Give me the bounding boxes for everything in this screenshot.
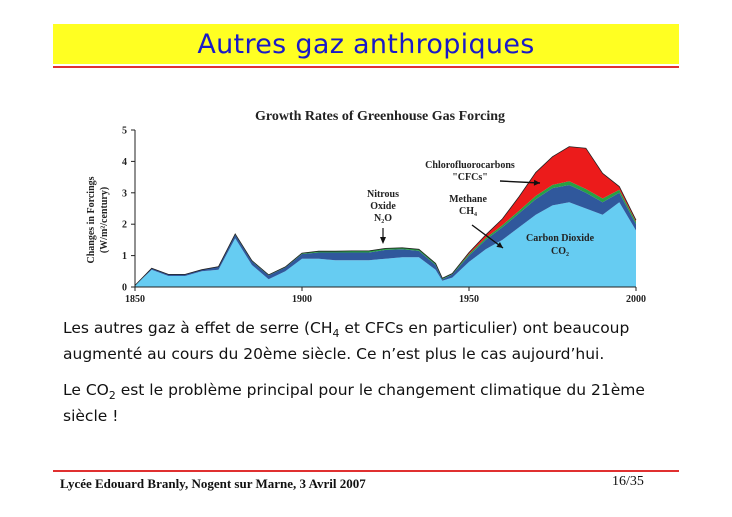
- y-axis-label-line1: Changes in Forcings: [86, 176, 97, 263]
- annotation-co2: Carbon Dioxide CO₂: [526, 233, 595, 257]
- arrow-head: [496, 242, 503, 248]
- y-tick-label: 3: [122, 188, 127, 199]
- annotation-line: Nitrous: [367, 189, 399, 200]
- page-number: 16/35: [612, 474, 644, 489]
- arrow-head: [380, 237, 386, 244]
- para2-text-a: Le CO: [63, 381, 109, 399]
- annotation-arrow: [499, 180, 541, 184]
- para1-subscript: 4: [332, 327, 340, 341]
- x-tick-label: 1950: [459, 294, 479, 305]
- title-band: Autres gaz anthropiques: [53, 24, 679, 64]
- annotation-line: N₂O: [374, 213, 392, 224]
- y-tick-label: 1: [122, 251, 127, 262]
- annotation-line: "CFCs": [452, 172, 488, 183]
- annotation-line: Methane: [449, 194, 487, 205]
- forcing-chart: Growth Rates of Greenhouse Gas Forcing C…: [86, 109, 646, 305]
- paragraph-other-gases: Les autres gaz à effet de serre (CH4 et …: [63, 318, 683, 365]
- annotation-line: Carbon Dioxide: [526, 233, 595, 244]
- area-cfcs: [135, 146, 636, 286]
- footer-institution: Lycée Edouard Branly, Nogent sur Marne, …: [60, 476, 366, 491]
- y-tick-label: 0: [122, 283, 127, 294]
- bottom-divider: [53, 470, 679, 472]
- annotation-line: CO₂: [551, 246, 569, 257]
- annotation-line: Chlorofluorocarbons: [425, 160, 515, 171]
- y-tick-label: 5: [122, 126, 127, 137]
- total-outline: [134, 146, 637, 286]
- area-ch4: [135, 185, 636, 286]
- chart-title: Growth Rates of Greenhouse Gas Forcing: [255, 109, 505, 124]
- paragraph-co2: Le CO2 est le problème principal pour le…: [63, 380, 683, 427]
- para1-text-b: et CFCs en particulier) ont beaucoup aug…: [63, 319, 630, 364]
- annotation-cfcs: Chlorofluorocarbons"CFCs": [425, 160, 541, 186]
- y-tick-label: 2: [122, 220, 127, 231]
- annotation-line: CH₄: [459, 206, 477, 217]
- x-tick-label: 2000: [626, 294, 646, 305]
- para2-text-b: est le problème principal pour le change…: [63, 381, 645, 426]
- x-tick-label: 1900: [292, 294, 312, 305]
- x-tick-label: 1850: [125, 294, 145, 305]
- arrow-head: [533, 179, 540, 186]
- annotation-line: Oxide: [370, 201, 396, 212]
- area-co2: [135, 202, 636, 287]
- y-axis-label-line2: (W/m²/century): [99, 187, 110, 253]
- para1-text-a: Les autres gaz à effet de serre (CH: [63, 319, 333, 337]
- area-n2o: [135, 181, 636, 286]
- y-tick-label: 4: [122, 157, 127, 168]
- slide-title: Autres gaz anthropiques: [197, 28, 535, 60]
- para2-subscript: 2: [108, 389, 116, 403]
- top-divider: [53, 66, 679, 68]
- annotation-arrow: [471, 224, 504, 249]
